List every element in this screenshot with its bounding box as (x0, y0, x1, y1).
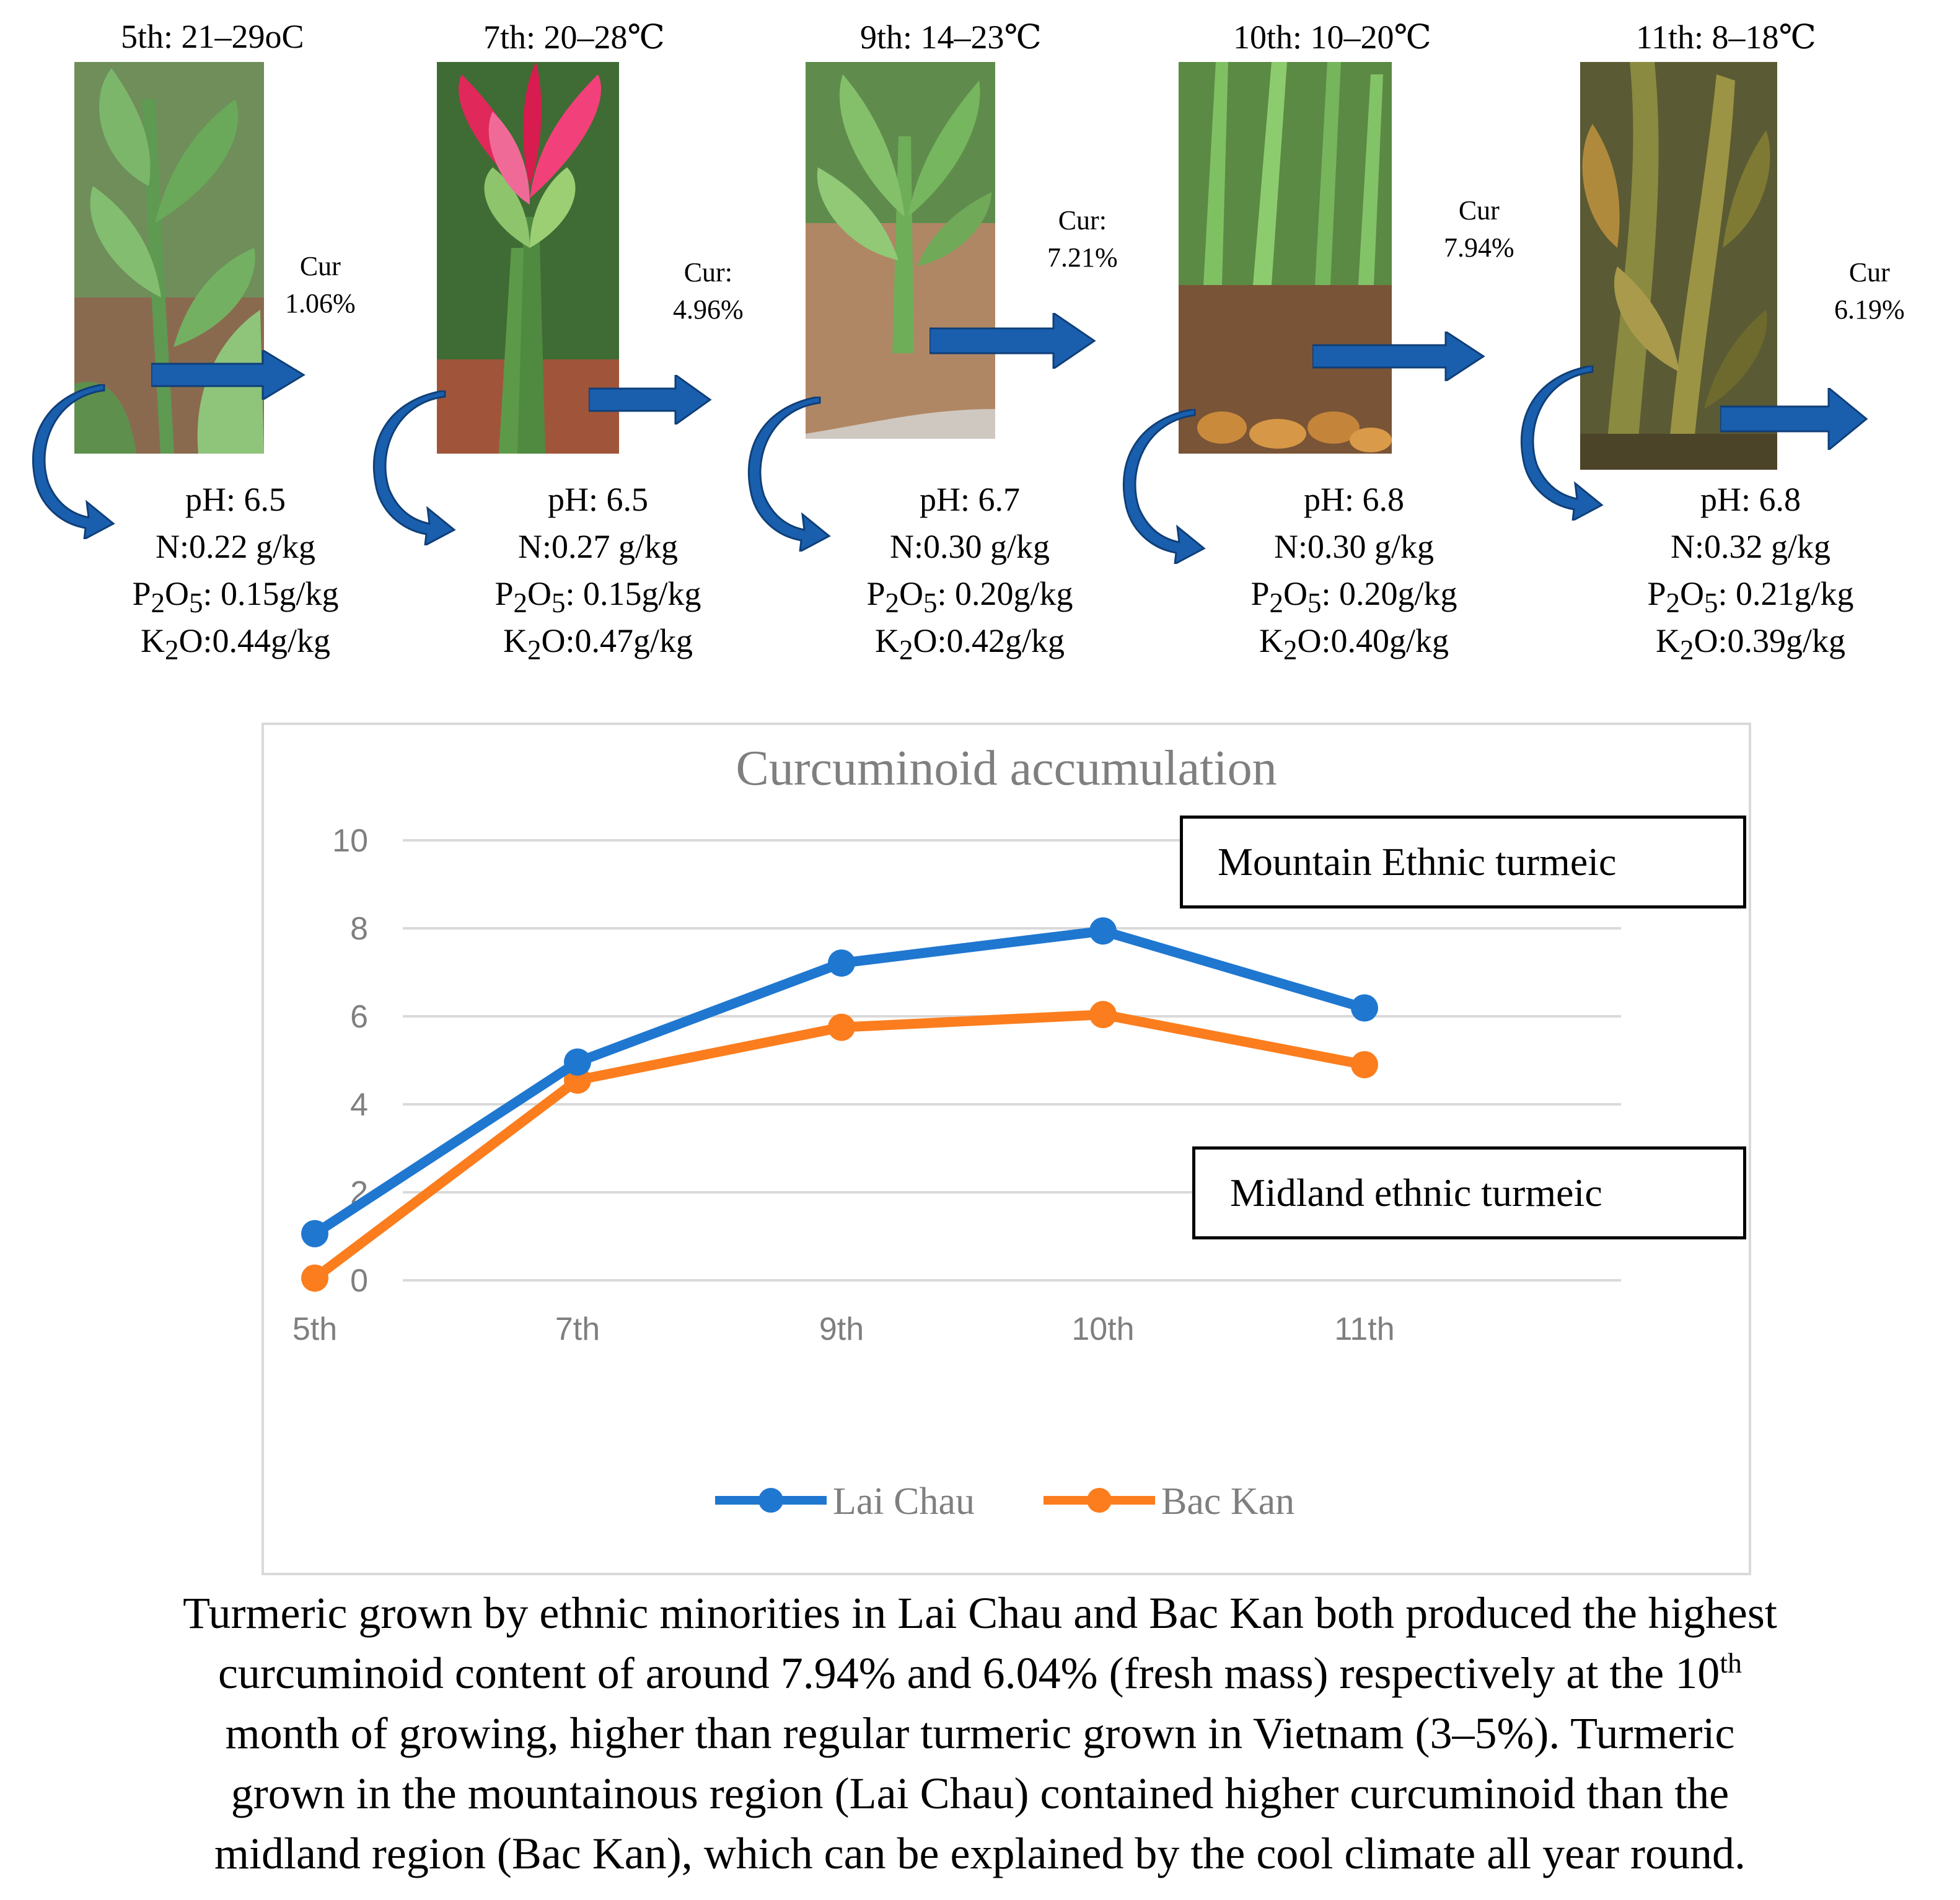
y-tick-label: 6 (350, 999, 368, 1035)
p2o5-value: P2O5: 0.15g/kg (494, 575, 701, 618)
data-point (1089, 1001, 1117, 1029)
stage-title-11th: 11th: 8–18℃ (1636, 19, 1816, 56)
chart-title: Curcuminoid accumulation (736, 741, 1277, 796)
x-tick-label: 9th (819, 1311, 864, 1347)
ph-value: pH: 6.7 (920, 481, 1020, 518)
x-tick-label: 7th (555, 1311, 600, 1347)
ph-value: pH: 6.8 (1304, 481, 1404, 518)
soil-nutrients-5th: pH: 6.5 N:0.22 g/kg P2O5: 0.15g/kg K2O:0… (105, 476, 366, 664)
k2o-value: K2O:0.47g/kg (503, 622, 693, 666)
nitrogen-value: N:0.32 g/kg (1670, 528, 1830, 565)
p2o5-value: P2O5: 0.20g/kg (866, 575, 1073, 618)
soil-nutrients-11th: pH: 6.8 N:0.32 g/kg P2O5: 0.21g/kg K2O:0… (1620, 476, 1881, 664)
annotation-mountain-ethnic: Mountain Ethnic turmeic (1180, 816, 1746, 908)
y-tick-label: 4 (350, 1087, 368, 1123)
curved-arrow-icon (747, 397, 831, 552)
cur-label-5th: Cur 1.06% (285, 251, 356, 319)
data-point (828, 1013, 855, 1041)
data-point (828, 949, 855, 977)
stage-title-10th: 10th: 10–20℃ (1233, 19, 1431, 56)
soil-nutrients-7th: pH: 6.5 N:0.27 g/kg P2O5: 0.15g/kg K2O:0… (468, 476, 728, 664)
cur-label-9th: Cur: 7.21% (1047, 205, 1118, 273)
right-arrow-icon (151, 350, 305, 400)
stage-title-9th: 9th: 14–23℃ (860, 19, 1042, 56)
ph-value: pH: 6.5 (548, 481, 648, 518)
soil-nutrients-10th: pH: 6.8 N:0.30 g/kg P2O5: 0.20g/kg K2O:0… (1224, 476, 1484, 664)
data-point (301, 1220, 328, 1247)
p2o5-value: P2O5: 0.20g/kg (1250, 575, 1457, 618)
legend-marker (1087, 1488, 1112, 1513)
cur-label-7th: Cur: 4.96% (673, 257, 744, 325)
x-tick-label: 5th (292, 1311, 337, 1347)
soil-nutrients-9th: pH: 6.7 N:0.30 g/kg P2O5: 0.20g/kg K2O:0… (840, 476, 1100, 664)
x-tick-label: 11th (1334, 1311, 1394, 1347)
curved-arrow-icon (1122, 409, 1206, 564)
y-tick-label: 10 (332, 823, 368, 859)
p2o5-value: P2O5: 0.21g/kg (1647, 575, 1854, 618)
curved-arrow-icon (32, 384, 115, 539)
plant-photo-9th (806, 62, 995, 439)
k2o-value: K2O:0.42g/kg (874, 622, 1065, 666)
right-arrow-icon (1720, 388, 1868, 450)
cur-label-11th: Cur 6.19% (1834, 257, 1905, 325)
k2o-value: K2O:0.39g/kg (1655, 622, 1845, 666)
data-point (301, 1264, 328, 1292)
right-arrow-icon (1312, 332, 1485, 381)
stage-title-7th: 7th: 20–28℃ (483, 19, 665, 56)
right-arrow-icon (589, 375, 712, 424)
k2o-value: K2O:0.40g/kg (1259, 622, 1449, 666)
nitrogen-value: N:0.30 g/kg (1273, 528, 1434, 565)
y-tick-label: 0 (350, 1263, 368, 1299)
k2o-value: K2O:0.44g/kg (140, 622, 330, 666)
ph-value: pH: 6.8 (1700, 481, 1801, 518)
y-tick-label: 8 (350, 911, 368, 947)
legend-label: Bac Kan (1161, 1480, 1294, 1523)
nitrogen-value: N:0.27 g/kg (517, 528, 678, 565)
ph-value: pH: 6.5 (185, 481, 286, 518)
figure-caption: Turmeric grown by ethnic minorities in L… (183, 1588, 1777, 1878)
right-arrow-icon (929, 313, 1096, 369)
data-point (1089, 917, 1117, 945)
legend-label: Lai Chau (833, 1480, 975, 1523)
x-tick-label: 10th (1071, 1311, 1134, 1347)
cur-label-10th: Cur 7.94% (1444, 195, 1514, 263)
data-point (1351, 994, 1378, 1022)
data-point (564, 1048, 591, 1076)
p2o5-value: P2O5: 0.15g/kg (132, 575, 339, 618)
annotation-midland-ethnic: Midland ethnic turmeic (1192, 1146, 1746, 1239)
data-point (1351, 1051, 1378, 1079)
chart-frame: Curcuminoid accumulation 0 2 4 6 8 10 5th 7th 9t… (261, 723, 1751, 1575)
curved-arrow-icon (1520, 366, 1604, 521)
plant-photo-10th (1179, 62, 1392, 454)
curved-arrow-icon (372, 390, 456, 545)
nitrogen-value: N:0.22 g/kg (155, 528, 315, 565)
stage-title-5th: 5th: 21–29oC (121, 18, 304, 55)
nitrogen-value: N:0.30 g/kg (889, 528, 1050, 565)
plant-photo-11th (1580, 62, 1777, 470)
legend-marker (758, 1488, 783, 1513)
